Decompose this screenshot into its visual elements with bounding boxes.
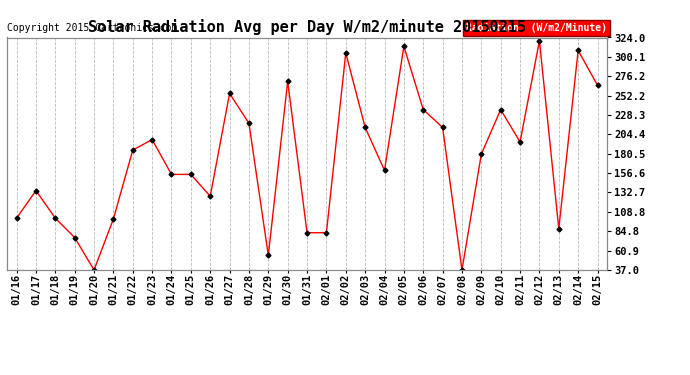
Text: Copyright 2015 Cartronics.com: Copyright 2015 Cartronics.com	[7, 23, 177, 33]
Text: Radiation  (W/m2/Minute): Radiation (W/m2/Minute)	[466, 23, 607, 33]
Title: Solar Radiation Avg per Day W/m2/minute 20150215: Solar Radiation Avg per Day W/m2/minute …	[88, 19, 526, 35]
